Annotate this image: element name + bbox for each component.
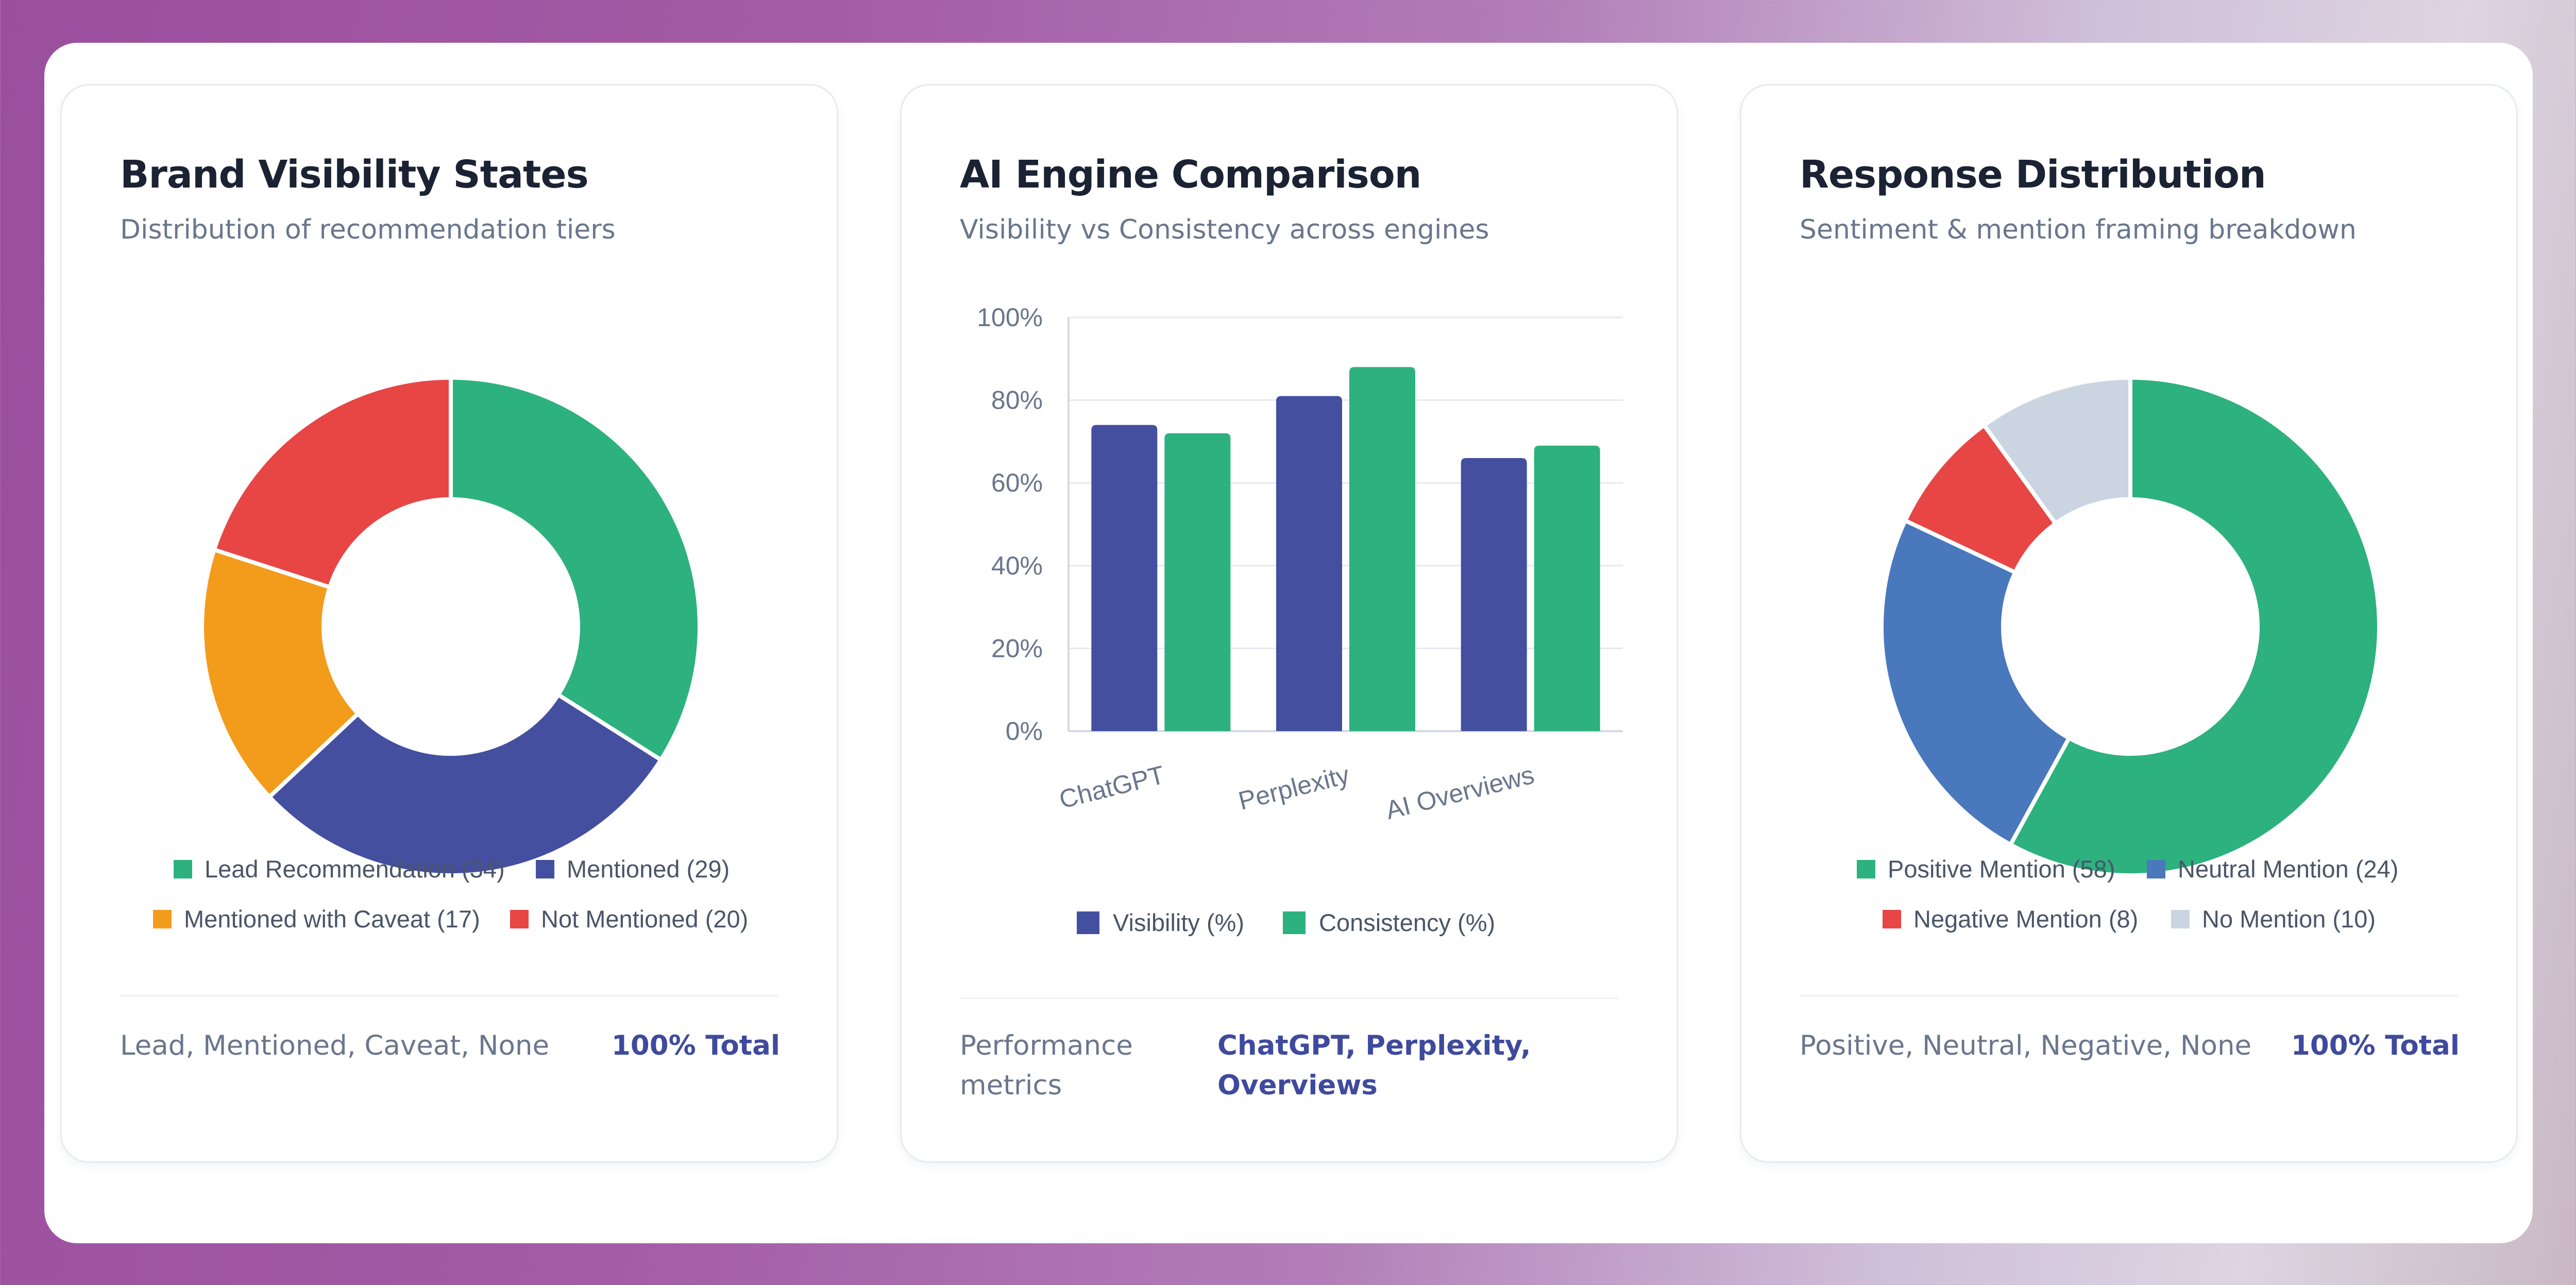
footer-categories: Positive, Neutral, Negative, None <box>1800 1030 2252 1061</box>
footer-engines: ChatGPT, Perplexity, Overviews <box>1217 1030 1531 1101</box>
y-tick-label: 40% <box>991 551 1043 580</box>
brand-visibility-donut-chart: Lead Recommendation (34) Mentioned (29) Me… <box>153 375 748 933</box>
ai-engine-card: AI Engine Comparison Visibility vs Consi… <box>900 84 1678 1163</box>
legend-label: Mentioned with Caveat (17) <box>184 905 480 933</box>
legend-label: Mentioned (29) <box>567 855 730 883</box>
response-distribution-card: Response Distribution Sentiment & mentio… <box>1740 84 2518 1163</box>
legend-item-positive-mention[interactable]: Positive Mention (58) <box>1857 855 2115 883</box>
footer-total: 100% Total <box>612 1030 780 1061</box>
x-tick-label: ChatGPT <box>1056 760 1167 814</box>
slice-mentioned[interactable] <box>266 691 664 877</box>
legend-swatch <box>1883 910 1901 928</box>
brand-visibility-card: Brand Visibility States Distribution of … <box>60 84 838 1163</box>
legend-swatch <box>1077 911 1099 934</box>
legend-swatch <box>1857 860 1875 878</box>
card-title: AI Engine Comparison <box>960 153 1421 197</box>
footer-label: Performance metrics <box>960 1030 1133 1101</box>
legend-swatch <box>1283 911 1306 934</box>
legend-swatch <box>174 860 192 878</box>
slice-not-mentioned[interactable] <box>211 375 453 590</box>
bar-perplexity-visibility[interactable] <box>1276 396 1342 731</box>
legend-label: Visibility (%) <box>1113 909 1244 936</box>
bar-ai-overviews-visibility[interactable] <box>1461 458 1527 731</box>
slice-neutral-mention[interactable] <box>1879 518 2072 848</box>
slice-lead-recommendation[interactable] <box>449 375 702 763</box>
footer-total: 100% Total <box>2291 1030 2460 1061</box>
legend-swatch <box>153 910 172 928</box>
y-tick-label: 60% <box>991 468 1043 497</box>
legend-item-consistency[interactable]: Consistency (%) <box>1283 909 1495 936</box>
legend-item-no-mention[interactable]: No Mention (10) <box>2171 905 2376 933</box>
legend-label: Not Mentioned (20) <box>541 905 748 933</box>
legend-item-mentioned-with-caveat[interactable]: Mentioned with Caveat (17) <box>153 905 480 933</box>
card-title: Brand Visibility States <box>120 153 589 197</box>
card-title: Response Distribution <box>1800 153 2266 197</box>
ai-engine-bar-chart: 0% 20% 40% 60% 80% 100% ChatGPT Perplexity AI Ov… <box>977 303 1623 936</box>
legend-swatch <box>2171 910 2190 928</box>
card-divider <box>960 997 1618 999</box>
legend-item-mentioned[interactable]: Mentioned (29) <box>536 855 730 883</box>
x-tick-label: AI Overviews <box>1383 760 1537 825</box>
y-tick-label: 100% <box>977 303 1043 332</box>
slice-no-mention[interactable] <box>1981 375 2132 527</box>
y-tick-label: 80% <box>991 386 1043 415</box>
legend-label: Positive Mention (58) <box>1888 855 2115 883</box>
y-tick-label: 0% <box>1006 717 1043 746</box>
legend-label: Consistency (%) <box>1319 909 1495 936</box>
legend-item-lead-recommendation[interactable]: Lead Recommendation (34) <box>174 855 505 883</box>
legend-label: Neutral Mention (24) <box>2178 855 2398 883</box>
legend-swatch <box>2147 860 2165 878</box>
legend-label: Lead Recommendation (34) <box>205 855 505 883</box>
legend-item-negative-mention[interactable]: Negative Mention (8) <box>1883 905 2138 933</box>
card-subtitle: Distribution of recommendation tiers <box>120 214 616 245</box>
legend-item-neutral-mention[interactable]: Neutral Mention (24) <box>2147 855 2398 883</box>
legend-swatch <box>510 910 529 928</box>
slice-positive-mention[interactable] <box>2007 375 2381 877</box>
card-subtitle: Sentiment & mention framing breakdown <box>1800 214 2357 245</box>
x-tick-label: Perplexity <box>1235 760 1352 815</box>
bar-chatgpt-visibility[interactable] <box>1091 425 1158 731</box>
legend-item-visibility[interactable]: Visibility (%) <box>1077 909 1244 936</box>
legend-label: No Mention (10) <box>2202 905 2376 933</box>
legend-swatch <box>536 860 554 878</box>
card-subtitle: Visibility vs Consistency across engines <box>960 214 1489 245</box>
response-distribution-donut-chart: Positive Mention (58) Neutral Mention (24… <box>1857 375 2398 933</box>
y-tick-label: 20% <box>991 634 1043 663</box>
bar-ai-overviews-consistency[interactable] <box>1534 445 1600 731</box>
legend-label: Negative Mention (8) <box>1913 905 2138 933</box>
bar-chatgpt-consistency[interactable] <box>1164 433 1231 731</box>
bar-perplexity-consistency[interactable] <box>1349 367 1415 731</box>
card-divider <box>120 995 778 996</box>
slice-mentioned-with-caveat[interactable] <box>200 547 361 800</box>
footer-categories: Lead, Mentioned, Caveat, None <box>120 1030 550 1061</box>
legend-item-not-mentioned[interactable]: Not Mentioned (20) <box>510 905 748 933</box>
card-divider <box>1800 995 2458 996</box>
